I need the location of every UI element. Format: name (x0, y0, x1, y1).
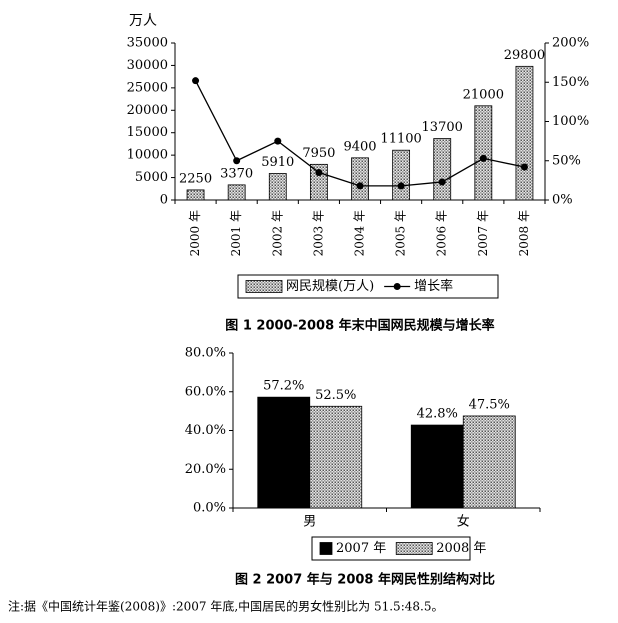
line-point (438, 178, 446, 186)
line-point (479, 154, 487, 162)
value-label: 7950 (302, 146, 335, 161)
y-tick-label: 80.0% (185, 346, 226, 361)
legend-dot (393, 283, 401, 290)
value-label: 11100 (380, 132, 421, 147)
x-tick-label: 2008 年 (517, 210, 531, 256)
x-tick-label: 2001 年 (229, 210, 243, 256)
y2-tick-label: 50% (552, 153, 581, 168)
y-tick-label: 40.0% (185, 423, 226, 438)
legend-label: 增长率 (414, 278, 453, 294)
bar (186, 189, 205, 201)
value-label: 47.5% (469, 397, 510, 412)
y2-tick-label: 0% (552, 193, 573, 208)
value-label: 13700 (422, 120, 463, 135)
bar (309, 405, 363, 509)
value-label: 3370 (220, 166, 253, 181)
bar (515, 65, 534, 201)
y-tick-label: 15000 (127, 125, 168, 140)
value-label: 29800 (504, 48, 545, 63)
legend-box (311, 536, 471, 561)
y-tick-label: 0 (160, 193, 168, 208)
line-point (397, 182, 405, 190)
x-tick-label: 2007 年 (476, 210, 490, 256)
x-tick-label: 2006 年 (435, 210, 449, 256)
chart-title: 图 2 2007 年与 2008 年网民性别结构对比 (235, 572, 495, 588)
legend-label: 2008 年 (436, 541, 486, 556)
y-tick-label: 5000 (135, 170, 168, 185)
line-point (356, 182, 364, 190)
bar (462, 415, 516, 509)
legend-swatch (319, 542, 333, 555)
value-label: 9400 (343, 139, 376, 154)
x-tick-label: 2002 年 (270, 210, 284, 256)
note: 注:据《中国统计年鉴(2008)》:2007 年底,中国居民的男女性别比为 51… (8, 599, 443, 614)
value-label: 5910 (261, 155, 294, 170)
bar (474, 105, 493, 201)
value-label: 57.2% (263, 379, 304, 394)
x-tick-label: 2000 年 (188, 210, 202, 256)
y-tick-label: 25000 (127, 80, 168, 95)
y-tick-label: 35000 (127, 36, 168, 51)
x-tick-label: 2003 年 (311, 210, 325, 256)
y-tick-label: 20.0% (185, 462, 226, 477)
chart-title: 图 1 2000-2008 年末中国网民规模与增长率 (225, 318, 494, 334)
value-label: 42.8% (417, 407, 458, 422)
x-tick-label: 2004 年 (353, 210, 367, 256)
y-tick-label: 30000 (127, 58, 168, 73)
y-tick-label: 0.0% (193, 501, 226, 516)
bar (410, 424, 464, 509)
y-tick-label: 20000 (127, 103, 168, 118)
line-point (520, 163, 528, 171)
bar (433, 138, 452, 201)
bar (268, 173, 287, 201)
x-tick-label: 2005 年 (394, 210, 408, 256)
value-label: 21000 (463, 87, 504, 102)
legend-swatch (245, 280, 283, 293)
y2-tick-label: 200% (552, 36, 589, 51)
line-point (274, 137, 282, 145)
line-point (233, 157, 241, 165)
y-tick-label: 60.0% (185, 384, 226, 399)
bar (257, 396, 311, 509)
x-tick-label: 男 (303, 515, 316, 530)
x-tick-label: 女 (457, 514, 470, 530)
value-label: 2250 (179, 171, 212, 186)
line-point (192, 77, 200, 85)
y2-tick-label: 150% (552, 75, 589, 90)
bar (227, 184, 246, 201)
value-label: 52.5% (315, 388, 356, 403)
y2-tick-label: 100% (552, 114, 589, 129)
y-axis-label: 万人 (129, 13, 157, 29)
bar (392, 149, 411, 201)
legend-label: 网民规模(万人) (286, 279, 374, 294)
legend-box (237, 274, 499, 299)
legend-swatch (395, 542, 433, 555)
legend-label: 2007 年 (336, 541, 386, 556)
bar (351, 157, 369, 201)
line-point (315, 169, 323, 177)
y-tick-label: 10000 (127, 148, 168, 163)
